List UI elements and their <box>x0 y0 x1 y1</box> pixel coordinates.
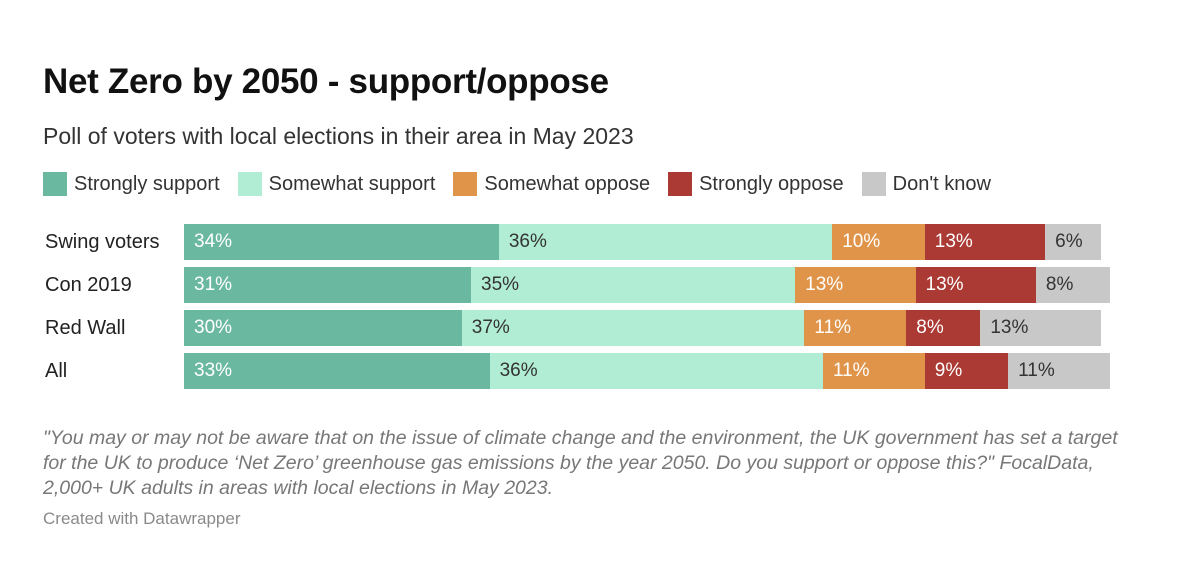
legend-swatch <box>237 172 262 196</box>
data-label: 11% <box>832 360 870 381</box>
bar-segment: 36% <box>489 353 823 389</box>
legend-item: Strongly support <box>43 172 220 196</box>
bar-segment: 36% <box>498 224 833 260</box>
row-label: All <box>45 360 68 382</box>
bar-segment: 13% <box>924 224 1046 260</box>
bar-segment: 9% <box>924 353 1009 389</box>
legend-item: Strongly oppose <box>668 172 844 196</box>
row-label: Red Wall <box>45 317 126 339</box>
bar-segment: 6% <box>1045 224 1101 260</box>
data-label: 13% <box>990 317 1029 338</box>
bar-segment: 34% <box>184 224 499 260</box>
data-label: 36% <box>508 231 547 252</box>
data-label: 9% <box>934 360 963 381</box>
chart-note: "You may or may not be aware that on the… <box>43 427 1118 499</box>
legend-swatch <box>668 172 693 196</box>
data-label: 30% <box>194 317 233 338</box>
legend-swatch <box>43 172 67 196</box>
bar-segment: 13% <box>795 267 916 303</box>
legend-item: Somewhat oppose <box>453 172 650 196</box>
data-label: 6% <box>1055 231 1083 252</box>
row-label: Con 2019 <box>45 274 132 296</box>
data-label: 13% <box>934 231 973 252</box>
bar-segment: 8% <box>906 310 981 346</box>
data-label: 36% <box>499 360 538 381</box>
data-label: 35% <box>481 274 520 295</box>
bar-segment: 11% <box>1008 353 1110 389</box>
data-label: 8% <box>916 317 944 338</box>
bar-segment: 11% <box>822 353 925 389</box>
bar-segment: 13% <box>980 310 1101 346</box>
data-label: 34% <box>194 231 233 252</box>
credit-link[interactable]: Created with Datawrapper <box>43 509 241 528</box>
legend-label: Strongly support <box>74 172 220 195</box>
legend-label: Don't know <box>892 172 991 195</box>
legend-item: Somewhat support <box>237 172 436 196</box>
bar-segment: 10% <box>832 224 925 260</box>
bar-segment: 37% <box>461 310 805 346</box>
data-label: 33% <box>194 360 233 381</box>
bar-segment: 30% <box>184 310 462 346</box>
legend-label: Somewhat support <box>268 172 436 195</box>
data-label: 8% <box>1045 274 1074 295</box>
data-label: 11% <box>814 317 852 338</box>
chart-title: Net Zero by 2050 - support/oppose <box>43 62 609 101</box>
data-label: 10% <box>842 231 881 252</box>
legend-label: Strongly oppose <box>699 172 844 195</box>
bar-segment: 35% <box>471 267 796 303</box>
bar-segment: 33% <box>184 353 490 389</box>
data-label: 11% <box>1018 360 1055 381</box>
data-label: 13% <box>805 274 844 295</box>
legend-item: Don't know <box>861 172 991 196</box>
chart-subtitle: Poll of voters with local elections in t… <box>43 123 634 149</box>
legend-label: Somewhat oppose <box>484 172 651 195</box>
legend-swatch <box>453 172 478 196</box>
legend: Strongly support Somewhat support Somewhat… <box>43 172 1009 196</box>
bar-segment: 8% <box>1035 267 1110 303</box>
data-label: 37% <box>471 317 510 338</box>
data-label: 31% <box>194 274 233 295</box>
data-label: 13% <box>925 274 964 295</box>
bar-segment: 31% <box>184 267 472 303</box>
bar-segment: 11% <box>804 310 907 346</box>
row-label: Swing voters <box>45 231 160 253</box>
bar-segment: 13% <box>915 267 1036 303</box>
legend-swatch <box>861 172 886 196</box>
